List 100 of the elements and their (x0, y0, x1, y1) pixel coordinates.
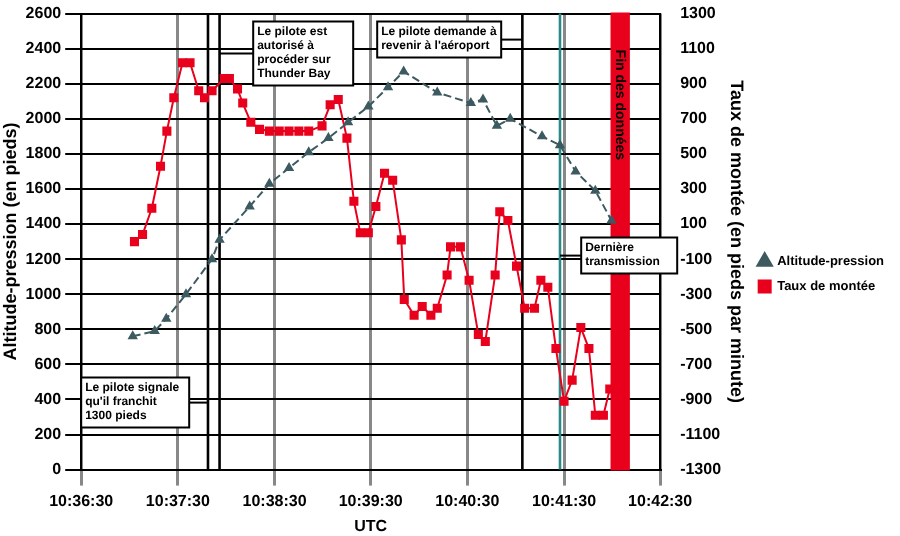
point (388, 175, 398, 185)
point (245, 201, 255, 210)
y2-tick-label: 300 (680, 179, 708, 198)
y-tick-label: 1600 (25, 179, 63, 198)
point (317, 121, 327, 131)
point (304, 147, 314, 156)
point (543, 282, 553, 292)
y2-tick-label: -500 (680, 319, 714, 338)
y2-axis-title: Taux de montée (en pieds par minute) (726, 80, 747, 403)
point (232, 84, 243, 94)
point (181, 289, 191, 298)
y2-tick-label: -100 (680, 249, 714, 268)
point (559, 396, 569, 406)
point (215, 234, 225, 243)
y2-tick-label: -300 (680, 284, 714, 303)
point (551, 344, 561, 354)
point (503, 216, 513, 226)
x-tick-label: 10:40:30 (435, 491, 501, 510)
point (505, 113, 515, 122)
point (576, 323, 586, 333)
y2-tick-label: -1300 (680, 460, 723, 479)
y-tick-label: 800 (34, 319, 63, 338)
point (590, 185, 600, 194)
point (584, 344, 594, 354)
y-tick-label: 1400 (25, 214, 63, 233)
point (571, 166, 581, 175)
y-tick-label: 1000 (25, 284, 63, 303)
y2-tick-label: -700 (680, 354, 714, 373)
point (274, 126, 284, 136)
point (150, 326, 160, 335)
point (380, 168, 390, 178)
point (590, 410, 600, 420)
y-tick-label: 400 (34, 389, 63, 408)
y-axis-title: Altitude-pression (en pieds) (0, 122, 20, 361)
y-tick-label: 1800 (25, 144, 63, 163)
y-tick-label: 2400 (25, 39, 63, 58)
point (442, 270, 452, 280)
point (598, 410, 608, 420)
point (363, 101, 373, 110)
x-axis-title: UTC (354, 516, 388, 535)
y-tick-label: 2000 (25, 109, 63, 128)
point (490, 270, 500, 280)
point (567, 375, 577, 385)
y2-tick-label: 100 (680, 214, 708, 233)
point (294, 126, 304, 136)
x-tick-label: 10:41:30 (532, 491, 598, 510)
point (464, 275, 474, 285)
point (129, 237, 139, 247)
point (432, 87, 442, 96)
point (323, 133, 333, 142)
point (161, 313, 171, 322)
point (304, 126, 314, 136)
point (162, 126, 172, 136)
point (480, 337, 490, 347)
point (555, 140, 565, 149)
y2-tick-label: 500 (680, 144, 708, 163)
point (363, 228, 373, 238)
point (396, 235, 406, 245)
point (417, 301, 427, 312)
y-tick-label: 1200 (25, 249, 63, 268)
y2-tick-label: 900 (680, 74, 708, 93)
x-tick-label: 10:36:30 (49, 491, 115, 510)
point (426, 310, 436, 320)
point (194, 86, 204, 96)
point (185, 58, 195, 68)
point (254, 124, 265, 134)
point (238, 98, 248, 108)
point (264, 126, 274, 136)
point (169, 93, 179, 103)
point (155, 161, 166, 171)
point (138, 230, 148, 240)
point (409, 310, 419, 320)
y-tick-label: 600 (34, 354, 63, 373)
point (536, 275, 546, 285)
point (333, 95, 343, 105)
point (432, 303, 442, 313)
x-tick-label: 10:39:30 (338, 491, 404, 510)
point (399, 66, 409, 75)
point (177, 58, 188, 68)
point (529, 303, 540, 313)
point (207, 254, 217, 263)
point (383, 82, 393, 91)
point (446, 242, 456, 252)
point (284, 126, 294, 136)
point (478, 94, 488, 103)
y-tick-label: 200 (34, 424, 63, 443)
point (371, 201, 381, 212)
point (207, 86, 217, 96)
y-tick-label: 2600 (25, 4, 63, 23)
point (607, 215, 616, 224)
y2-tick-label: -900 (680, 389, 714, 408)
point (455, 242, 465, 252)
point (264, 178, 274, 187)
y2-tick-label: 700 (680, 109, 708, 128)
x-tick-label: 10:42:30 (628, 491, 694, 510)
point (466, 98, 476, 107)
point (492, 120, 502, 129)
point (520, 303, 530, 313)
point (399, 294, 409, 305)
y2-tick-label: -1100 (680, 424, 722, 443)
